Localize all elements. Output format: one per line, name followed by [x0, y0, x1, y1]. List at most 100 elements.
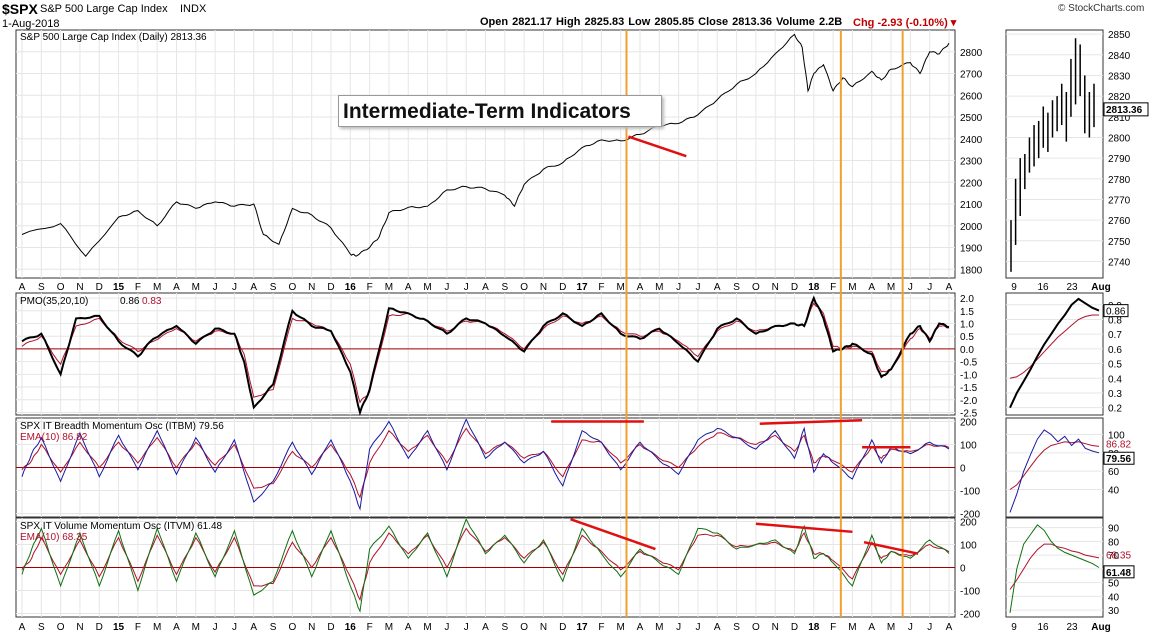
trend-line [759, 419, 863, 426]
x-tick-label: M [887, 282, 895, 293]
ticker-name: S&P 500 Large Cap Index [40, 3, 168, 15]
x-tick-label: 15 [113, 622, 125, 633]
y-tick-label: 0.4 [1108, 374, 1122, 385]
y-tick-label: 40 [1108, 486, 1120, 497]
x-tick-label: D [559, 282, 566, 293]
y-tick-label: 30 [1108, 606, 1120, 617]
y-tick-label: -2.5 [960, 408, 978, 419]
x-tick-label: N [540, 622, 547, 633]
x-tick-label: J [444, 282, 449, 293]
x-tick-label: M [617, 622, 625, 633]
y-tick-label: 0.6 [1108, 345, 1122, 356]
y-tick-label: 0.0 [960, 345, 974, 356]
x-tick-label: Aug [1091, 282, 1110, 293]
itvm-line [21, 517, 950, 613]
x-tick-label: A [714, 282, 721, 293]
pmo-legend-label: PMO(35,20,10) [20, 296, 88, 307]
x-tick-label: N [772, 282, 779, 293]
x-tick-label: N [772, 622, 779, 633]
x-tick-label: O [520, 622, 528, 633]
y-tick-label: 2840 [1108, 51, 1131, 62]
y-tick-label: 2770 [1108, 195, 1131, 206]
y-tick-label: 2820 [1108, 92, 1131, 103]
y-tick-label: 0.2 [1108, 404, 1122, 415]
x-tick-label: A [714, 622, 721, 633]
y-tick-label: 2200 [960, 178, 983, 189]
y-tick-label: 0.8 [1108, 315, 1122, 326]
x-tick-label: Aug [1091, 622, 1110, 633]
y-tick-label: 2760 [1108, 216, 1131, 227]
x-tick-label: J [695, 622, 700, 633]
x-tick-label: O [288, 622, 296, 633]
y-tick-label: 80 [1108, 537, 1120, 548]
x-tick-label: M [385, 622, 393, 633]
pmo-line [21, 295, 950, 416]
x-tick-label: 17 [577, 282, 589, 293]
x-tick-label: S [270, 622, 277, 633]
y-tick-label: 2780 [1108, 175, 1131, 186]
y-tick-label: 1.0 [960, 320, 974, 331]
x-tick-label: S [38, 622, 45, 633]
x-tick-label: S [733, 282, 740, 293]
x-tick-label: A [19, 282, 26, 293]
x-tick-label: 18 [808, 282, 820, 293]
x-tick-label: A [637, 282, 644, 293]
itvm-last-box [1103, 565, 1135, 579]
x-tick-label: 16 [1037, 622, 1049, 633]
x-tick-label: F [598, 622, 604, 633]
pmo-last-box [1103, 304, 1129, 318]
x-tick-label: S [38, 282, 45, 293]
itvm-legend: SPX IT Volume Momentum Osc (ITVM) 61.48 [20, 521, 223, 532]
watermark: © StockCharts.com [1058, 3, 1145, 14]
x-tick-label: J [927, 282, 932, 293]
y-tick-label: 2750 [1108, 237, 1131, 248]
x-tick-label: J [695, 282, 700, 293]
x-tick-label: N [76, 622, 83, 633]
itbm-zoom-last-label: 79.56 [1106, 454, 1131, 465]
x-tick-label: D [327, 622, 334, 633]
x-tick-label: J [676, 282, 681, 293]
y-tick-label: -2.0 [960, 396, 978, 407]
x-tick-label: F [135, 622, 141, 633]
x-tick-label: N [540, 282, 547, 293]
pmo-legend-signal-value: 0.83 [142, 296, 162, 307]
y-tick-label: 2850 [1108, 30, 1131, 41]
x-tick-label: J [908, 282, 913, 293]
x-tick-label: J [232, 282, 237, 293]
x-tick-label: M [192, 622, 200, 633]
x-tick-label: M [655, 622, 663, 633]
x-tick-label: M [423, 622, 431, 633]
y-tick-label: 90 [1108, 524, 1120, 535]
x-tick-label: 23 [1066, 622, 1078, 633]
x-tick-label: O [57, 282, 65, 293]
x-tick-label: A [868, 282, 875, 293]
x-tick-label: M [848, 622, 856, 633]
y-tick-label: 2790 [1108, 154, 1131, 165]
x-tick-label: A [173, 622, 180, 633]
y-tick-label: 1800 [960, 265, 983, 276]
y-tick-label: 2810 [1108, 113, 1131, 124]
x-tick-label: F [830, 622, 836, 633]
y-tick-label: 2740 [1108, 257, 1131, 268]
y-tick-label: 100 [960, 440, 977, 451]
x-tick-label: D [327, 282, 334, 293]
x-tick-label: M [848, 282, 856, 293]
itbm-ema-legend: EMA(10) 86.82 [20, 432, 88, 443]
x-tick-label: M [423, 282, 431, 293]
x-tick-label: M [887, 622, 895, 633]
x-tick-label: A [637, 622, 644, 633]
y-tick-label: 2400 [960, 135, 983, 146]
x-tick-label: F [367, 282, 373, 293]
zoom-frame-price [1005, 29, 1104, 279]
x-tick-label: A [405, 282, 412, 293]
trend-line [863, 540, 919, 555]
last-price-label: 2813.36 [1106, 105, 1143, 116]
x-tick-label: S [501, 282, 508, 293]
pmo-zoom-ema [1009, 314, 1099, 379]
x-tick-label: A [482, 282, 489, 293]
x-tick-label: J [232, 622, 237, 633]
chart-date: 1-Aug-2018 [2, 18, 60, 30]
x-tick-label: D [791, 282, 798, 293]
pmo-legend-value: 0.86 [120, 296, 140, 307]
